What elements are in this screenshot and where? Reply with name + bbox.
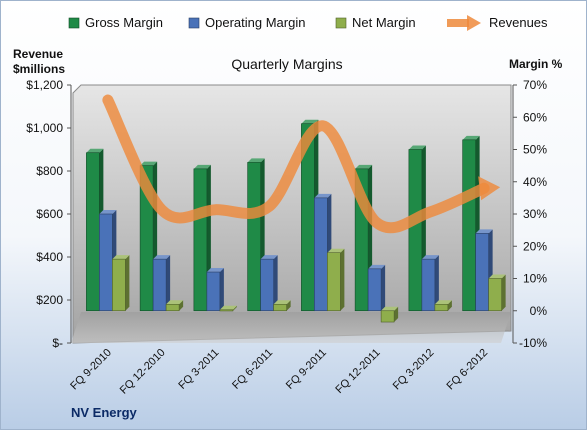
left-tick-label: $1,000: [26, 121, 63, 135]
left-tick-label: $800: [36, 164, 63, 178]
bar-front-face: [153, 259, 166, 311]
bar-front-face: [112, 259, 125, 311]
bar-net-margin: [274, 300, 291, 310]
plot-floor: [71, 312, 511, 343]
bar-front-face: [207, 272, 220, 311]
left-tick-label: $400: [36, 250, 63, 264]
right-tick-label: 30%: [523, 207, 547, 221]
bar-side-face: [502, 275, 506, 311]
bar-front-face: [368, 269, 381, 311]
bar-net-margin: [112, 255, 129, 311]
bar-side-face: [125, 255, 129, 311]
right-tick-label: 70%: [523, 78, 547, 92]
right-tick-label: 60%: [523, 110, 547, 124]
legend-swatch-operating-margin: [189, 18, 199, 28]
legend-swatch-revenues-arrow: [467, 15, 481, 31]
right-tick-label: 0%: [530, 304, 548, 318]
right-tick-label: -10%: [519, 336, 547, 350]
legend-label: Net Margin: [352, 15, 416, 30]
x-tick-label: FQ 9-2010: [68, 347, 114, 393]
right-axis-title: Margin %: [509, 57, 563, 71]
legend-swatch-gross-margin: [69, 18, 79, 28]
left-tick-label: $600: [36, 207, 63, 221]
legend-label: Gross Margin: [85, 15, 163, 30]
bar-front-face: [327, 253, 340, 311]
bar-front-face: [381, 311, 394, 322]
bar-operating-margin: [422, 255, 439, 311]
x-tick-label: FQ 6-2011: [230, 347, 275, 392]
right-tick-label: 20%: [523, 239, 547, 253]
bar-front-face: [422, 259, 435, 311]
left-tick-label: $1,200: [26, 78, 63, 92]
legend-swatch-net-margin: [336, 18, 346, 28]
right-tick-label: 10%: [523, 272, 547, 286]
bar-net-margin: [381, 307, 398, 322]
bar-side-face: [220, 268, 224, 311]
bar-front-face: [274, 304, 287, 310]
bar-net-margin: [489, 275, 506, 311]
right-axis: -10% 0% 10% 20% 30% 40% 50% 60% 70%: [513, 78, 547, 350]
left-axis-title-line1: Revenue: [13, 47, 63, 61]
x-tick-label: FQ 9-2011: [284, 347, 329, 392]
company-label: NV Energy: [71, 405, 138, 420]
legend: Gross Margin Operating Margin Net Margin Re…: [69, 15, 548, 31]
bar-front-face: [248, 162, 261, 310]
bar-front-face: [166, 304, 179, 310]
bar-front-face: [489, 279, 502, 311]
right-tick-label: 40%: [523, 175, 547, 189]
left-axis: $- $200 $400 $600 $800 $1,000 $1,200: [26, 78, 71, 350]
bar-front-face: [409, 150, 422, 311]
bar-front-face: [194, 169, 207, 311]
bar-operating-margin: [368, 265, 385, 311]
bar-front-face: [435, 304, 448, 310]
left-axis-title-line2: $millions: [13, 62, 65, 76]
x-tick-label: FQ 3-2012: [391, 347, 437, 393]
bar-operating-margin: [207, 268, 224, 311]
bar-front-face: [463, 140, 476, 311]
chart-title: Quarterly Margins: [231, 56, 342, 72]
left-tick-label: $-: [52, 336, 63, 350]
bar-operating-margin: [153, 255, 170, 311]
x-tick-label: FQ 6-2012: [445, 347, 491, 393]
bar-front-face: [261, 259, 274, 311]
left-tick-label: $200: [36, 293, 63, 307]
bar-operating-margin: [261, 255, 278, 311]
legend-label: Operating Margin: [205, 15, 305, 30]
x-tick-label: FQ 3-2011: [176, 347, 221, 392]
x-tick-label: FQ 12-2011: [333, 347, 382, 396]
bar-net-margin: [327, 249, 344, 311]
bar-side-face: [381, 265, 385, 311]
bar-front-face: [86, 153, 99, 311]
legend-label: Revenues: [489, 15, 548, 30]
bar-net-margin: [166, 300, 183, 310]
bar-net-margin: [435, 300, 452, 310]
bar-front-face: [99, 214, 112, 311]
bar-side-face: [340, 249, 344, 311]
x-tick-label: FQ 12-2010: [118, 347, 168, 397]
bar-front-face: [314, 198, 327, 311]
bar-front-face: [476, 233, 489, 310]
right-tick-label: 50%: [523, 143, 547, 157]
bar-front-face: [220, 310, 233, 311]
